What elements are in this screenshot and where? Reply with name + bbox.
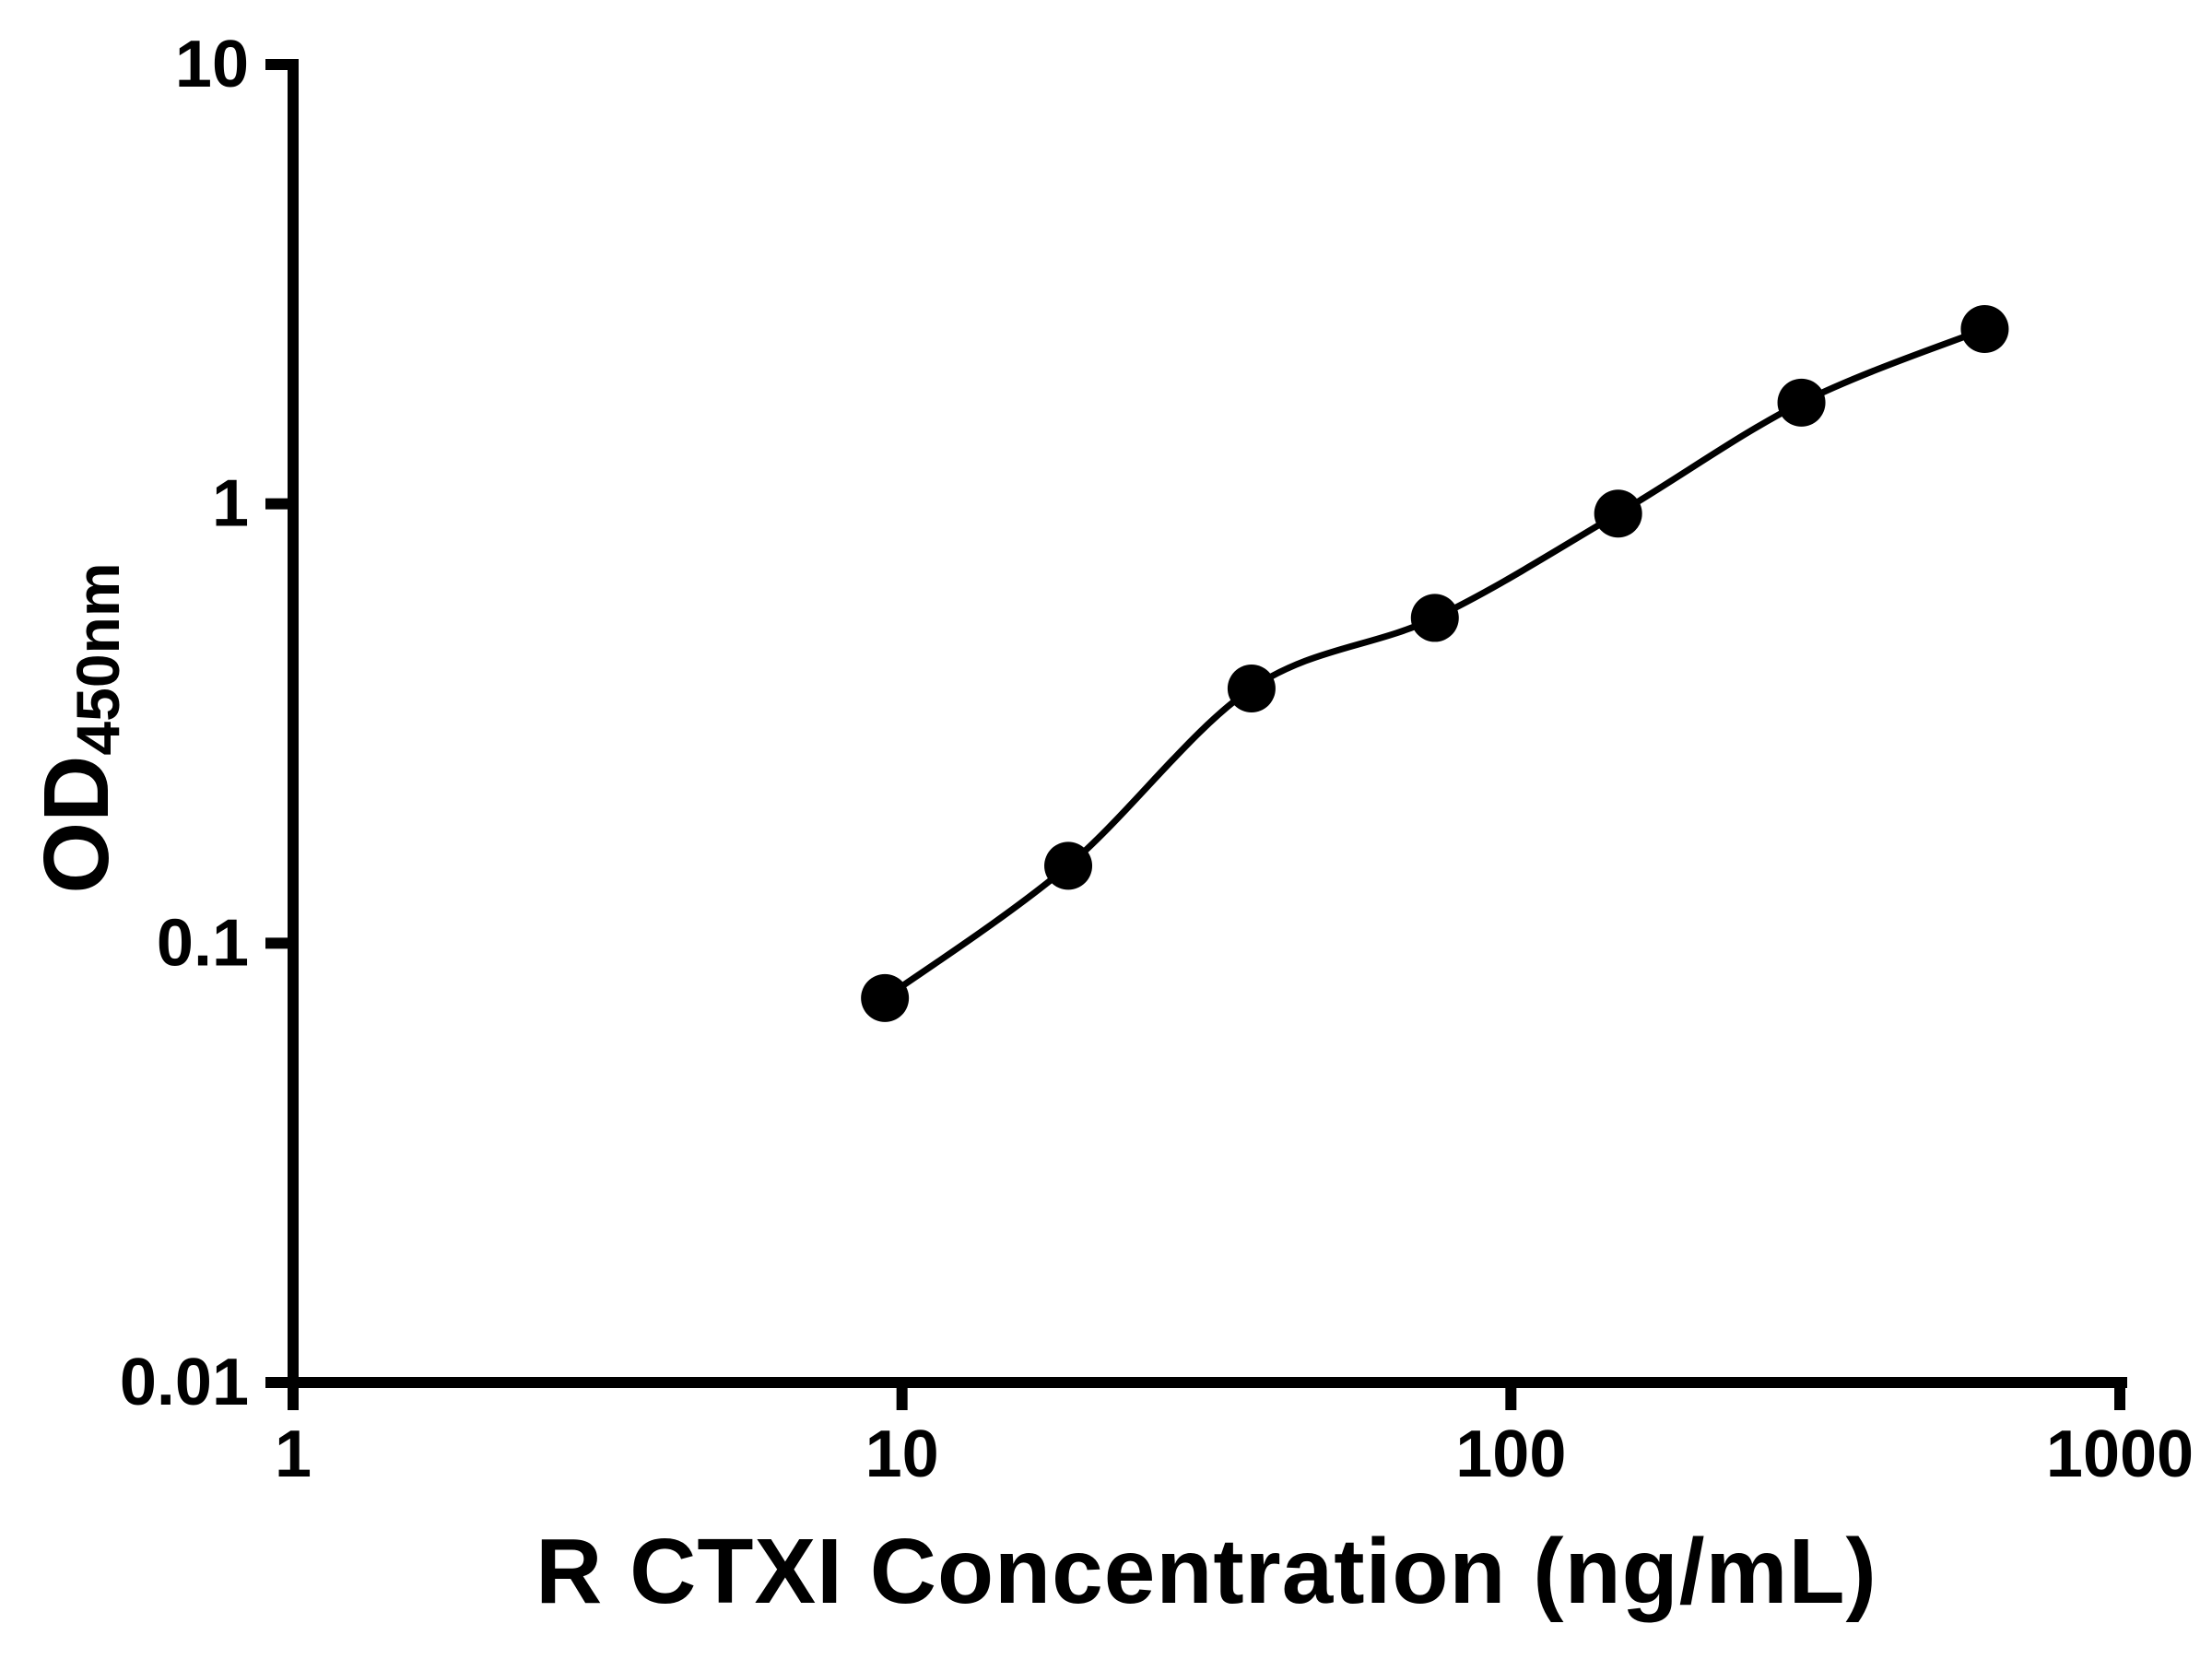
x-axis-title: R CTXI Concentration (ng/mL): [535, 1520, 1877, 1623]
y-axis-title-main: OD: [25, 755, 129, 894]
y-tick-label: 1: [212, 467, 249, 541]
y-tick-label: 0.01: [120, 1346, 249, 1419]
y-tick-label: 0.1: [157, 906, 249, 980]
data-point: [1960, 304, 2009, 353]
y-axis-title-subscript: 450nm: [63, 562, 132, 756]
x-tick-label: 1: [275, 1418, 312, 1491]
x-tick-label: 100: [1455, 1418, 1566, 1491]
data-point: [1777, 378, 1826, 427]
data-point: [1044, 841, 1093, 890]
x-tick-label: 10: [865, 1418, 939, 1491]
data-point: [1594, 489, 1642, 538]
y-tick-label: 10: [175, 28, 249, 101]
x-tick-label: 1000: [2046, 1418, 2194, 1491]
fit-curve: [883, 325, 1986, 1001]
y-axis-title: OD450nm: [24, 562, 133, 893]
data-point: [1410, 594, 1459, 642]
data-point: [1227, 664, 1276, 712]
data-point: [861, 973, 910, 1022]
